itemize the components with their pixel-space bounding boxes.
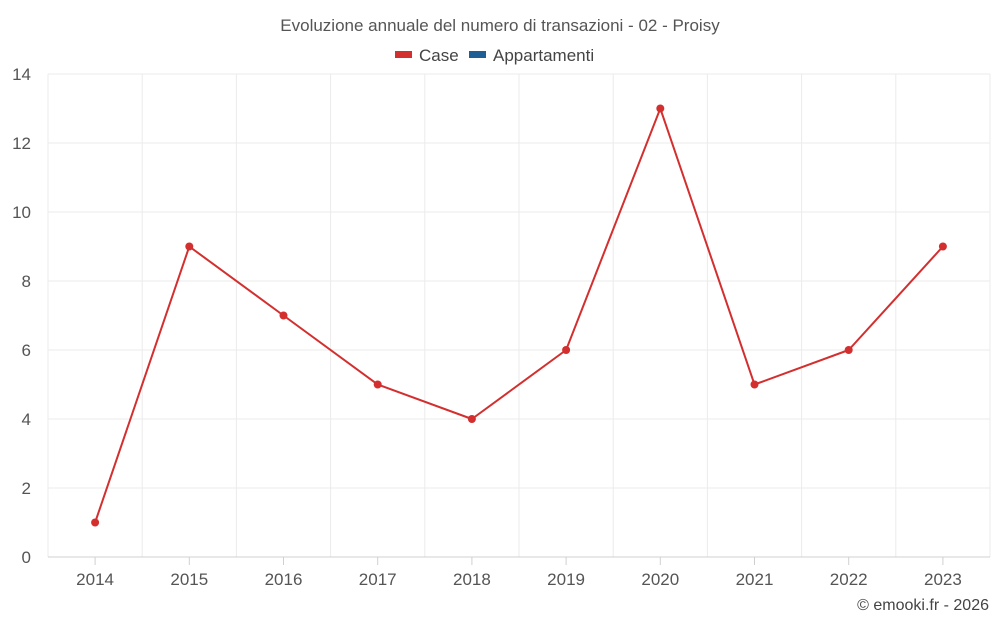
y-tick-label: 10 bbox=[12, 203, 31, 222]
series-case bbox=[91, 104, 947, 527]
x-tick-label: 2021 bbox=[736, 570, 774, 589]
y-tick-label: 0 bbox=[22, 548, 31, 567]
x-tick-label: 2019 bbox=[547, 570, 585, 589]
y-tick-label: 12 bbox=[12, 134, 31, 153]
legend-swatch-case bbox=[395, 51, 412, 58]
data-point[interactable] bbox=[279, 311, 288, 320]
series-line-case bbox=[94, 107, 944, 523]
data-point[interactable] bbox=[938, 242, 947, 251]
x-tick-label: 2023 bbox=[924, 570, 962, 589]
x-tick-label: 2020 bbox=[641, 570, 679, 589]
data-point[interactable] bbox=[750, 380, 759, 389]
x-tick-label: 2014 bbox=[76, 570, 114, 589]
data-point[interactable] bbox=[656, 104, 665, 113]
data-point[interactable] bbox=[562, 346, 571, 354]
credit-text: © emooki.fr - 2026 bbox=[857, 597, 989, 614]
y-tick-label: 6 bbox=[22, 341, 31, 360]
data-point[interactable] bbox=[373, 380, 382, 389]
y-axis-ticks: 0 2 4 6 8 10 12 14 bbox=[12, 65, 31, 567]
y-tick-label: 2 bbox=[22, 479, 31, 498]
gridlines bbox=[47, 73, 991, 557]
legend-swatch-appartamenti bbox=[469, 51, 486, 58]
legend-label-case: Case bbox=[419, 46, 459, 65]
legend-item-appartamenti[interactable]: Appartamenti bbox=[469, 46, 594, 65]
data-point[interactable] bbox=[467, 415, 476, 423]
x-tick-label: 2018 bbox=[453, 570, 491, 589]
x-tick-label: 2022 bbox=[830, 570, 868, 589]
x-tick-label: 2015 bbox=[170, 570, 208, 589]
x-tick-label: 2016 bbox=[265, 570, 303, 589]
y-tick-label: 8 bbox=[22, 272, 31, 291]
legend: Case Appartamenti bbox=[395, 46, 594, 65]
data-point[interactable] bbox=[185, 242, 194, 251]
y-tick-label: 14 bbox=[12, 65, 31, 84]
x-axis-ticks: 2014 2015 2016 2017 2018 2019 2020 2021 2022 2023 bbox=[76, 557, 962, 589]
x-tick-label: 2017 bbox=[359, 570, 397, 589]
legend-item-case[interactable]: Case bbox=[395, 46, 459, 65]
chart-title: Evoluzione annuale del numero di transaz… bbox=[280, 16, 720, 35]
data-point[interactable] bbox=[91, 518, 100, 527]
data-point[interactable] bbox=[844, 346, 853, 354]
y-tick-label: 4 bbox=[22, 410, 31, 429]
legend-label-appartamenti: Appartamenti bbox=[493, 46, 594, 65]
